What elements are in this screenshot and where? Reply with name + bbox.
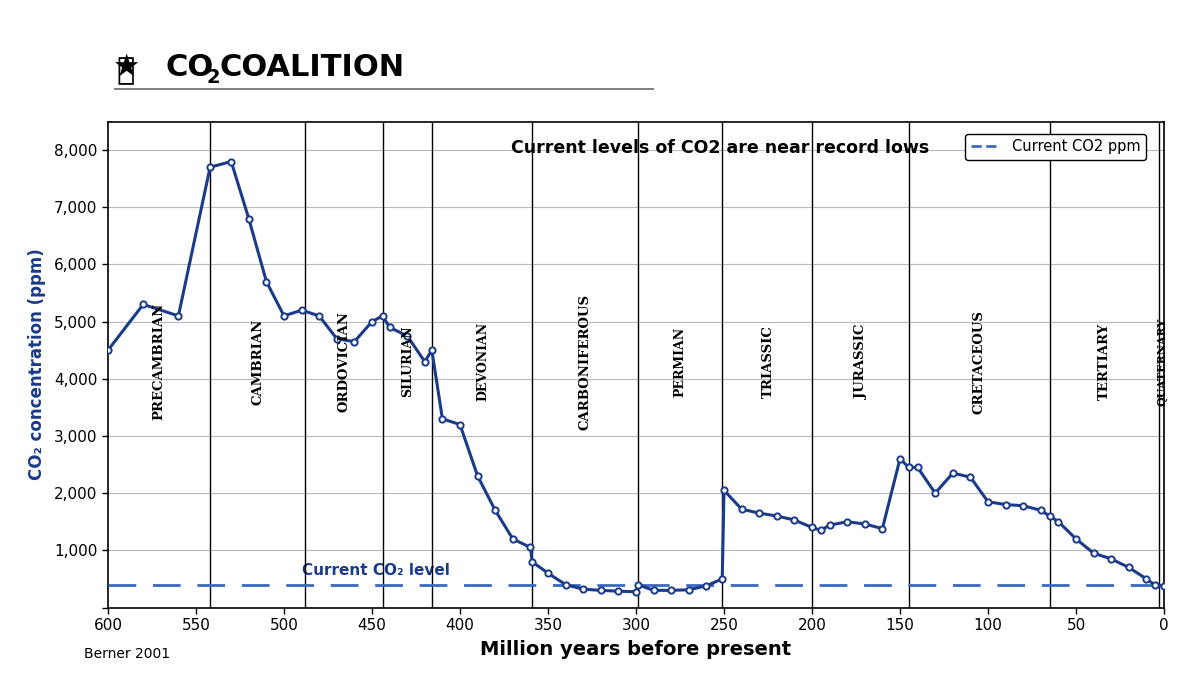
Text: Berner 2001: Berner 2001 — [84, 647, 170, 661]
Text: 2: 2 — [206, 68, 220, 87]
Text: TERTIARY: TERTIARY — [1098, 323, 1111, 400]
Text: QUATERNARY: QUATERNARY — [1157, 317, 1168, 406]
X-axis label: Million years before present: Million years before present — [480, 640, 792, 659]
Text: ORDOVICIAN: ORDOVICIAN — [337, 311, 350, 412]
Text: 🌲: 🌲 — [116, 57, 136, 85]
Text: CRETACEOUS: CRETACEOUS — [973, 310, 985, 414]
Text: PRECAMBRIAN: PRECAMBRIAN — [152, 303, 166, 421]
Text: COALITION: COALITION — [220, 53, 404, 82]
Legend: Current CO2 ppm: Current CO2 ppm — [965, 134, 1146, 161]
Text: DEVONIAN: DEVONIAN — [476, 322, 490, 401]
Text: CO: CO — [166, 53, 214, 82]
Text: JURASSIC: JURASSIC — [854, 325, 868, 399]
Text: SILURIAN: SILURIAN — [401, 326, 414, 398]
Text: TRIASSIC: TRIASSIC — [762, 325, 774, 398]
Text: ★: ★ — [113, 53, 139, 82]
Text: PERMIAN: PERMIAN — [673, 327, 686, 397]
Text: Current CO₂ level: Current CO₂ level — [301, 564, 450, 578]
Text: CAMBRIAN: CAMBRIAN — [251, 319, 264, 405]
Text: Current levels of CO2 are near record lows: Current levels of CO2 are near record lo… — [511, 138, 930, 157]
Y-axis label: CO₂ concentration (ppm): CO₂ concentration (ppm) — [28, 248, 46, 481]
Text: CARBONIFEROUS: CARBONIFEROUS — [578, 294, 592, 430]
